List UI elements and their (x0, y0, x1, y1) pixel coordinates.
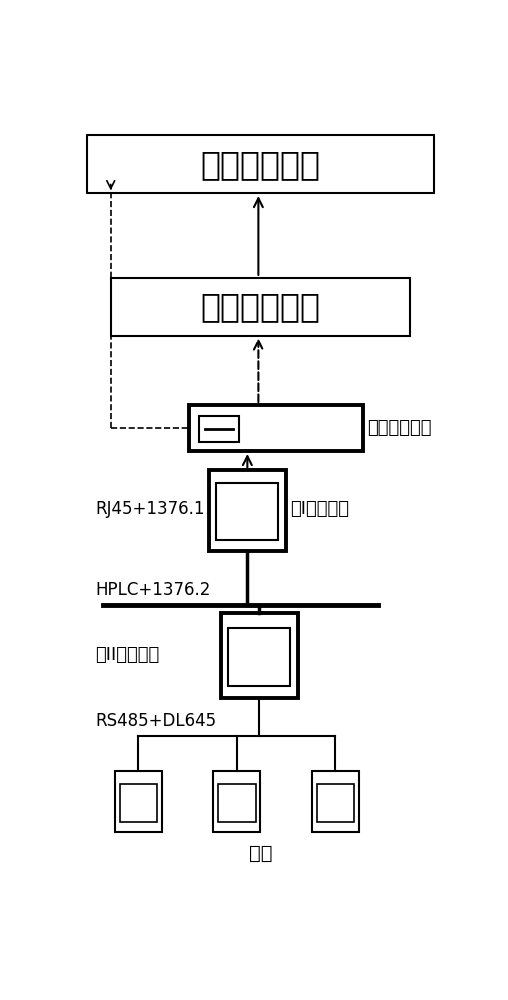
Bar (213, 771, 261, 832)
Bar (120, 784, 157, 822)
Text: HPLC+1376.2: HPLC+1376.2 (95, 581, 210, 599)
Bar (87, 135, 433, 193)
Bar (316, 784, 354, 822)
Text: 用电信息采集: 用电信息采集 (200, 148, 321, 181)
Bar (216, 483, 278, 540)
Text: RS485+DL645: RS485+DL645 (95, 712, 216, 730)
Text: 边缘物联代理: 边缘物联代理 (367, 419, 431, 437)
Text: 新II型采集器: 新II型采集器 (95, 646, 159, 664)
Text: 物联管理平台: 物联管理平台 (200, 290, 321, 323)
Text: 电表: 电表 (248, 844, 272, 863)
Bar (189, 405, 363, 451)
Text: RJ45+1376.1: RJ45+1376.1 (95, 500, 205, 518)
Bar (221, 613, 298, 698)
Bar (228, 628, 290, 686)
Bar (311, 771, 359, 832)
Bar (199, 416, 239, 442)
Text: 新I型集中器: 新I型集中器 (290, 500, 349, 518)
Bar (111, 278, 410, 336)
Bar (209, 470, 286, 551)
Bar (218, 784, 256, 822)
Bar (115, 771, 162, 832)
